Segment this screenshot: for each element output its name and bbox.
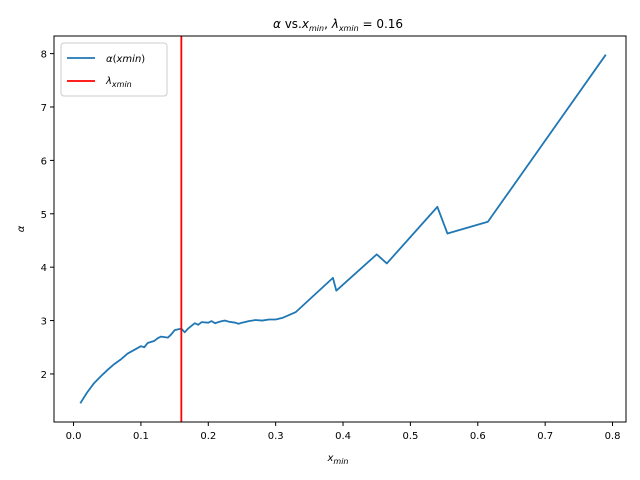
x-tick-label: 0.8 — [605, 431, 621, 442]
y-tick-label: 4 — [41, 263, 47, 274]
x-tick-label: 0.3 — [268, 431, 284, 442]
x-tick-label: 0.4 — [335, 431, 351, 442]
y-tick-label: 8 — [41, 50, 47, 61]
legend-box — [60, 42, 168, 97]
chart-title: α vs.xmin, λxmin = 0.16 — [273, 17, 403, 33]
x-tick-label: 0.5 — [402, 431, 418, 442]
legend: α(xmin) λxmin — [60, 42, 168, 97]
series-line-alpha — [79, 54, 607, 404]
y-tick-label: 3 — [41, 317, 47, 328]
plot-area — [53, 35, 627, 423]
x-tick-label: 0.2 — [200, 431, 216, 442]
legend-label-lambda: λxmin — [105, 76, 132, 89]
legend-label-alpha: α(xmin) — [106, 54, 145, 65]
y-tick-label: 7 — [41, 103, 47, 114]
lines-layer — [79, 36, 607, 422]
x-axis-ticks: 0.0 0.1 0.2 0.3 0.4 0.5 0.6 0.7 0.8 — [66, 422, 621, 442]
x-tick-label: 0.1 — [133, 431, 149, 442]
y-axis-ticks: 2 3 4 5 6 7 8 — [41, 50, 54, 381]
y-tick-label: 2 — [41, 370, 47, 381]
x-axis-label: xmin — [326, 453, 348, 466]
x-tick-label: 0.7 — [537, 431, 553, 442]
y-axis-label: α — [16, 225, 27, 232]
y-tick-label: 5 — [41, 210, 47, 221]
plot-frame — [53, 35, 627, 423]
y-tick-label: 6 — [41, 156, 47, 167]
x-tick-label: 0.0 — [66, 431, 82, 442]
x-tick-label: 0.6 — [470, 431, 486, 442]
